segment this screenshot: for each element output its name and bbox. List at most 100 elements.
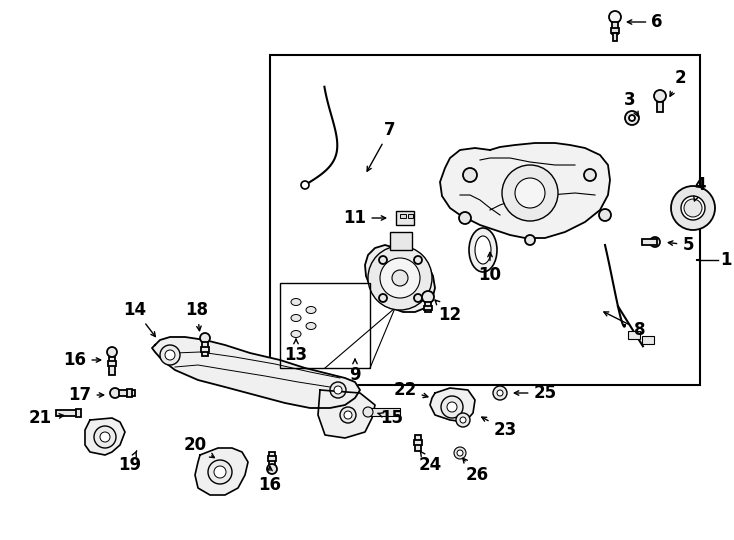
Bar <box>396 211 414 225</box>
Circle shape <box>100 432 110 442</box>
Ellipse shape <box>291 330 301 338</box>
Ellipse shape <box>291 314 301 321</box>
Text: 23: 23 <box>482 417 517 439</box>
Bar <box>280 283 370 368</box>
Bar <box>657 102 663 112</box>
Bar <box>390 232 412 250</box>
Bar <box>119 390 135 396</box>
Bar <box>642 239 657 245</box>
Polygon shape <box>430 388 475 422</box>
Text: 22: 22 <box>393 381 428 399</box>
Bar <box>76 409 81 417</box>
Circle shape <box>629 115 635 121</box>
Bar <box>270 55 700 385</box>
Circle shape <box>267 464 277 474</box>
Circle shape <box>441 396 463 418</box>
Circle shape <box>208 460 232 484</box>
Circle shape <box>457 450 463 456</box>
Circle shape <box>599 209 611 221</box>
Text: 13: 13 <box>285 339 308 364</box>
Circle shape <box>515 178 545 208</box>
Text: 16: 16 <box>258 467 282 494</box>
Circle shape <box>379 256 387 264</box>
Bar <box>424 306 432 310</box>
Circle shape <box>330 382 346 398</box>
Ellipse shape <box>306 307 316 314</box>
Bar <box>628 331 640 339</box>
Text: 21: 21 <box>29 409 64 427</box>
Polygon shape <box>85 418 125 455</box>
Circle shape <box>493 386 507 400</box>
Text: 11: 11 <box>344 209 385 227</box>
Circle shape <box>301 181 309 189</box>
Bar <box>642 336 654 344</box>
Polygon shape <box>152 337 360 408</box>
Bar <box>408 214 413 218</box>
Text: 8: 8 <box>604 312 646 339</box>
Circle shape <box>344 411 352 419</box>
Circle shape <box>340 407 356 423</box>
Bar <box>400 214 406 218</box>
Circle shape <box>454 447 466 459</box>
Polygon shape <box>318 390 375 438</box>
Circle shape <box>447 402 457 412</box>
Circle shape <box>94 426 116 448</box>
Bar <box>108 361 116 366</box>
Circle shape <box>584 169 596 181</box>
Circle shape <box>160 345 180 365</box>
Circle shape <box>459 212 471 224</box>
Bar <box>612 22 618 34</box>
Circle shape <box>625 111 639 125</box>
Text: 18: 18 <box>186 301 208 330</box>
Circle shape <box>422 291 434 303</box>
Text: 7: 7 <box>367 121 396 171</box>
Bar <box>425 302 431 312</box>
Circle shape <box>165 350 175 360</box>
Polygon shape <box>440 143 610 238</box>
Circle shape <box>497 390 503 396</box>
Circle shape <box>650 237 660 247</box>
Circle shape <box>380 258 420 298</box>
Bar <box>268 456 276 461</box>
Bar <box>415 435 421 451</box>
Bar <box>370 408 400 416</box>
Text: 4: 4 <box>694 176 706 201</box>
Bar <box>613 33 617 41</box>
Ellipse shape <box>306 322 316 329</box>
Text: 16: 16 <box>64 351 101 369</box>
Text: 15: 15 <box>377 409 404 427</box>
Text: 2: 2 <box>670 69 686 96</box>
Text: 20: 20 <box>184 436 214 457</box>
Text: 17: 17 <box>68 386 103 404</box>
Text: 14: 14 <box>123 301 156 336</box>
Text: 9: 9 <box>349 359 361 384</box>
Text: 19: 19 <box>118 451 142 474</box>
Ellipse shape <box>291 299 301 306</box>
Text: 5: 5 <box>668 236 694 254</box>
Circle shape <box>414 294 422 302</box>
Ellipse shape <box>475 236 491 264</box>
Circle shape <box>681 196 705 220</box>
Circle shape <box>502 165 558 221</box>
Text: 25: 25 <box>515 384 556 402</box>
Circle shape <box>684 199 702 217</box>
Bar <box>414 440 422 445</box>
Circle shape <box>368 246 432 310</box>
Circle shape <box>379 294 387 302</box>
Text: 24: 24 <box>418 451 442 474</box>
Polygon shape <box>195 448 248 495</box>
Text: 3: 3 <box>624 91 638 116</box>
Circle shape <box>414 256 422 264</box>
Bar <box>201 347 209 352</box>
Circle shape <box>334 386 342 394</box>
Circle shape <box>110 388 120 398</box>
Circle shape <box>363 407 373 417</box>
Circle shape <box>107 347 117 357</box>
Circle shape <box>200 333 210 343</box>
Text: 1: 1 <box>720 251 732 269</box>
Circle shape <box>392 270 408 286</box>
Circle shape <box>214 466 226 478</box>
Bar <box>269 452 275 470</box>
Bar <box>202 342 208 356</box>
Circle shape <box>609 11 621 23</box>
